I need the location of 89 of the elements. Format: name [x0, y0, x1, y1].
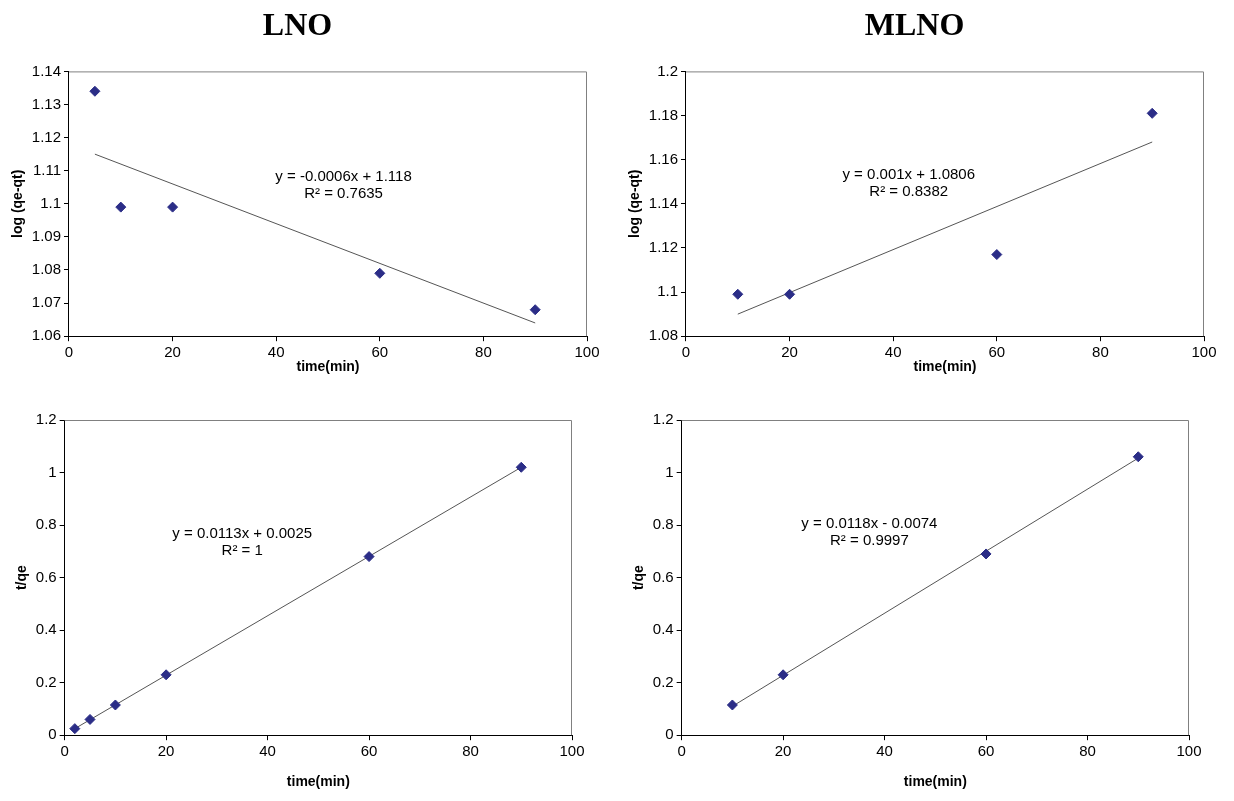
- y-tick-label: 1.09: [31, 227, 61, 245]
- y-tick-label: 1.07: [31, 293, 61, 311]
- annotation: R² = 0.9997: [829, 531, 909, 549]
- point: [363, 551, 375, 563]
- y-tick-label: 1: [665, 462, 674, 480]
- y-tick-label: 1.06: [31, 326, 61, 344]
- y-axis-title: log (qe-qt): [9, 169, 26, 239]
- x-tick-label: 100: [559, 742, 585, 760]
- y-tick-label: 1.2: [652, 410, 674, 428]
- x-tick-label: 80: [475, 343, 492, 361]
- x-tick-label: 20: [157, 742, 175, 760]
- x-tick-label: 100: [574, 343, 600, 361]
- point: [374, 267, 386, 279]
- y-tick-label: 1.11: [32, 160, 61, 178]
- y-tick-label: 0.2: [35, 672, 57, 690]
- y-axis-title: t/qe: [13, 564, 30, 591]
- point: [84, 713, 96, 725]
- x-axis-title: time(min): [913, 358, 977, 375]
- y-tick-label: 1.08: [648, 326, 678, 344]
- annotation: y = 0.001x + 1.0806: [842, 164, 976, 182]
- x-tick-label: 20: [164, 343, 181, 361]
- y-tick-label: 0.2: [652, 672, 674, 690]
- y-tick-label: 0.8: [652, 515, 674, 533]
- point: [777, 669, 789, 681]
- chart-title: MLNO: [864, 6, 965, 43]
- point: [109, 699, 121, 711]
- x-tick-label: 60: [360, 742, 378, 760]
- x-tick-label: 80: [462, 742, 479, 760]
- y-tick-label: 1.08: [31, 260, 61, 278]
- y-tick-label: 1.1: [40, 193, 61, 211]
- y-tick-label: 0.8: [35, 515, 57, 533]
- y-tick-label: 1.18: [648, 105, 678, 123]
- y-tick-label: 1.2: [657, 61, 678, 79]
- annotation: y = -0.0006x + 1.118: [275, 167, 412, 185]
- point: [784, 288, 796, 300]
- x-tick-label: 100: [1176, 742, 1202, 760]
- annotation: R² = 1: [221, 540, 263, 558]
- y-tick-label: 1.12: [648, 238, 678, 256]
- x-tick-label: 0: [64, 343, 74, 361]
- y-tick-label: 1.14: [31, 61, 61, 79]
- y-tick-label: 0: [48, 725, 57, 743]
- point: [726, 699, 738, 711]
- y-tick-label: 1.16: [648, 149, 678, 167]
- annotation: y = 0.0113x + 0.0025: [172, 523, 313, 541]
- point: [529, 304, 541, 316]
- point: [89, 85, 101, 97]
- y-tick-label: 1.13: [31, 94, 61, 112]
- x-tick-label: 100: [1191, 343, 1217, 361]
- point: [1132, 451, 1144, 463]
- y-tick-label: 1: [48, 462, 57, 480]
- annotation: R² = 0.7635: [304, 184, 383, 202]
- y-axis-title: t/qe: [630, 564, 647, 591]
- point: [991, 249, 1003, 261]
- point: [1146, 107, 1158, 119]
- chart-title: LNO: [262, 6, 333, 43]
- x-tick-label: 60: [977, 742, 995, 760]
- point: [980, 548, 992, 560]
- annotation: R² = 0.8382: [869, 181, 949, 199]
- y-tick-label: 0: [665, 725, 674, 743]
- x-tick-label: 20: [781, 343, 798, 361]
- y-tick-label: 0.6: [35, 567, 57, 585]
- point: [167, 201, 179, 213]
- x-tick-label: 40: [876, 742, 893, 760]
- x-tick-label: 0: [681, 343, 691, 361]
- y-tick-label: 0.4: [35, 620, 57, 638]
- x-axis-title: time(min): [286, 773, 350, 790]
- y-axis-title: log (qe-qt): [626, 169, 643, 239]
- x-tick-label: 60: [988, 343, 1006, 361]
- x-tick-label: 20: [774, 742, 792, 760]
- y-tick-label: 1.2: [35, 410, 57, 428]
- point: [160, 669, 172, 681]
- y-tick-label: 1.1: [657, 282, 678, 300]
- x-tick-label: 40: [884, 343, 902, 361]
- annotation: y = 0.0118x - 0.0074: [801, 514, 938, 532]
- y-tick-label: 1.12: [31, 127, 61, 145]
- x-tick-label: 80: [1092, 343, 1109, 361]
- point: [515, 461, 527, 473]
- y-tick-label: 0.4: [652, 620, 674, 638]
- x-tick-label: 80: [1079, 742, 1096, 760]
- point: [732, 288, 744, 300]
- x-tick-label: 60: [371, 343, 389, 361]
- y-tick-label: 1.14: [648, 193, 678, 211]
- x-tick-label: 40: [259, 742, 276, 760]
- y-tick-label: 0.6: [652, 567, 674, 585]
- x-axis-title: time(min): [296, 358, 360, 375]
- point: [69, 723, 81, 735]
- x-axis-title: time(min): [903, 773, 967, 790]
- point: [115, 201, 127, 213]
- x-tick-label: 40: [267, 343, 285, 361]
